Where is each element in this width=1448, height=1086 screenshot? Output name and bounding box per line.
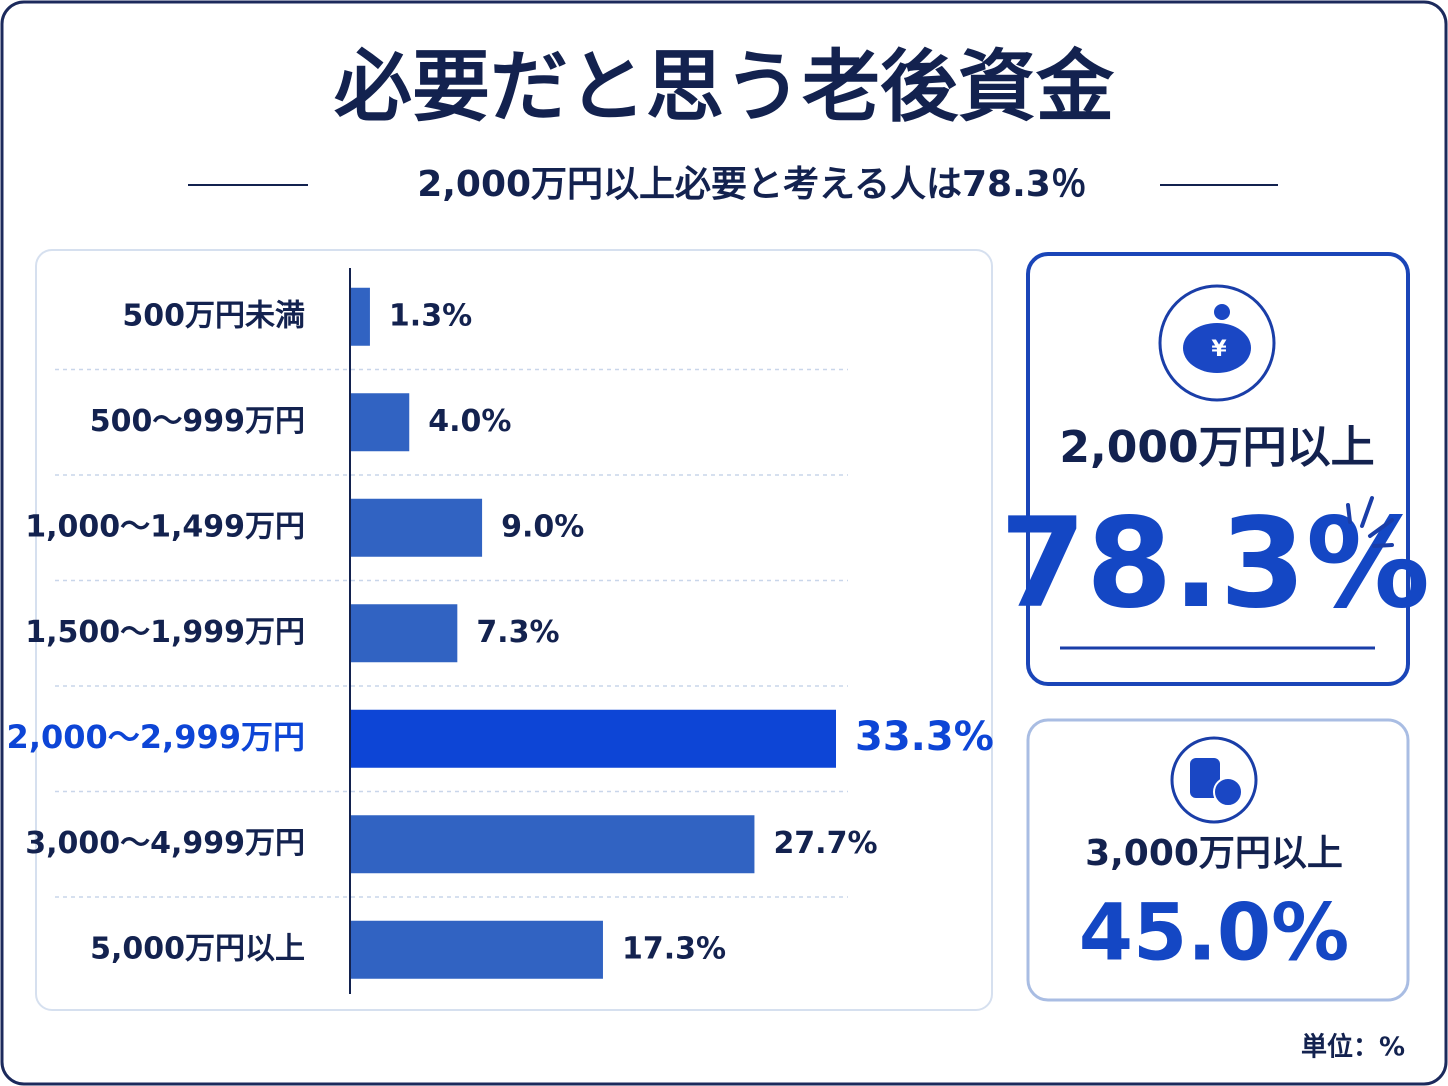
piggy-icon [1214,304,1230,320]
summary-label: 2,000万円以上 [1059,422,1374,473]
value-label: 17.3% [622,931,726,966]
unit-note: 単位：% [1301,1032,1405,1063]
bar [351,393,410,452]
summary-card [1026,718,1410,1002]
value-label: 33.3% [855,714,994,760]
bar [351,709,836,768]
value-label: 1.3% [389,298,472,333]
bar [351,604,458,663]
bar [351,287,370,346]
bar [351,498,483,557]
bar [351,920,603,979]
summary-value: 78.3% [1000,492,1430,636]
category-label: 1,500〜1,999万円 [25,615,305,650]
coin-icon [1213,777,1243,807]
bar [351,815,755,874]
category-label: 5,000万円以上 [90,931,305,966]
sparkle [1346,496,1394,548]
yen-symbol: ¥ [1211,337,1227,362]
chart-subtitle: 2,000万円以上必要と考える人は78.3％ [417,164,1087,205]
value-label: 27.7% [773,826,877,861]
coin-icon [1190,758,1220,798]
chart-title: 必要だと思う老後資金 [334,42,1115,132]
category-label: 3,000〜4,999万円 [25,826,305,861]
summary-card [1026,252,1410,686]
summary-label: 3,000万円以上 [1085,833,1343,874]
value-label: 4.0% [428,404,511,439]
piggy-icon [1183,323,1251,373]
value-label: 7.3% [476,615,559,650]
category-label: 500〜999万円 [90,404,305,439]
summary-value: 45.0% [1079,888,1350,978]
value-label: 9.0% [501,509,584,544]
category-label: 2,000〜2,999万円 [7,718,305,756]
category-label: 1,000〜1,499万円 [25,509,305,544]
category-label: 500万円未満 [122,298,305,333]
